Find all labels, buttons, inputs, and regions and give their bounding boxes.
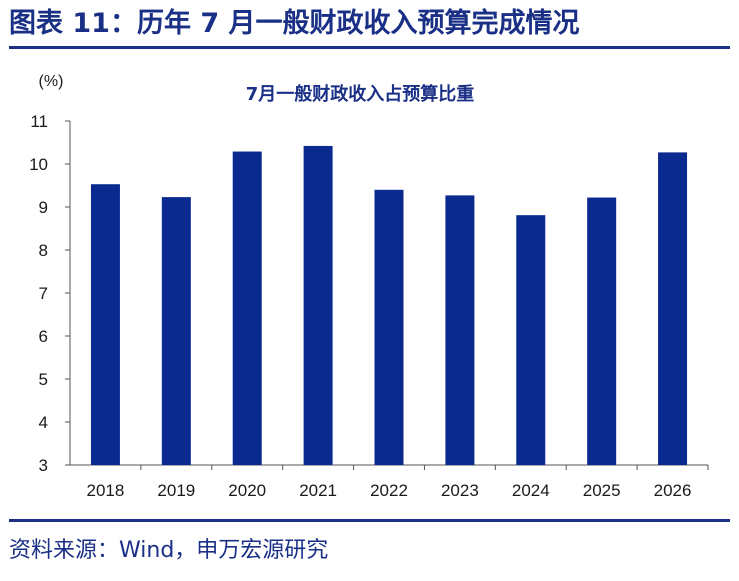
y-tick-label: 11 xyxy=(30,112,48,131)
x-tick-label-2024: 2024 xyxy=(512,481,550,500)
bar-2026 xyxy=(658,152,688,465)
x-tick-label-2021: 2021 xyxy=(299,481,337,500)
x-tick-label-2025: 2025 xyxy=(583,481,621,500)
bar-2023 xyxy=(445,195,475,465)
bar-2022 xyxy=(374,189,404,466)
y-tick-label: 10 xyxy=(29,155,48,174)
bars xyxy=(90,145,688,466)
bar-2025 xyxy=(587,197,617,466)
x-tick-label-2022: 2022 xyxy=(370,481,408,500)
x-tick-label-2019: 2019 xyxy=(157,481,195,500)
y-tick-label: 4 xyxy=(39,413,48,432)
y-tick-label: 5 xyxy=(39,370,48,389)
y-tick-label: 9 xyxy=(39,198,48,217)
bar-2020 xyxy=(232,151,262,465)
y-axis-unit-label: (%) xyxy=(39,73,64,90)
bar-2021 xyxy=(303,145,333,465)
x-axis-tick-labels: 2018 2019 2020 2021 2022 2023 2024 2025 2026 xyxy=(87,465,709,500)
bar-2018 xyxy=(90,184,120,465)
chart-title: 7月一般财政收入占预算比重 xyxy=(246,83,475,105)
source-rule xyxy=(9,519,730,522)
bar-2024 xyxy=(516,215,546,465)
y-tick-label: 3 xyxy=(39,456,48,475)
y-tick-label: 6 xyxy=(39,327,48,346)
y-axis-ticks: 3 4 5 6 7 8 9 10 11 xyxy=(29,112,70,475)
x-tick-label-2018: 2018 xyxy=(87,481,125,500)
source-note: 资料来源：Wind，申万宏源研究 xyxy=(9,538,329,563)
y-tick-label: 7 xyxy=(39,284,48,303)
bar-2019 xyxy=(161,197,191,466)
x-tick-label-2020: 2020 xyxy=(228,481,266,500)
x-tick-label-2026: 2026 xyxy=(654,481,692,500)
title-rule xyxy=(9,46,730,49)
x-tick-label-2023: 2023 xyxy=(441,481,479,500)
figure-title: 图表 11：历年 7 月一般财政收入预算完成情况 xyxy=(9,8,580,39)
y-tick-label: 8 xyxy=(39,241,48,260)
